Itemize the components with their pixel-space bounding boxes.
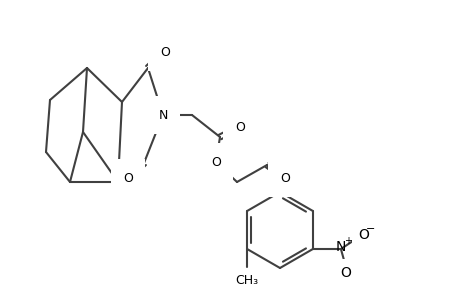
Text: −: − bbox=[365, 224, 375, 234]
Text: O: O bbox=[211, 155, 220, 169]
Text: O: O bbox=[160, 46, 169, 59]
Text: N: N bbox=[158, 109, 168, 122]
Text: O: O bbox=[235, 121, 244, 134]
Text: O: O bbox=[340, 266, 351, 280]
Text: CH₃: CH₃ bbox=[235, 274, 258, 287]
Text: O: O bbox=[280, 172, 289, 184]
Text: +: + bbox=[343, 236, 351, 246]
Text: N: N bbox=[335, 240, 345, 254]
Text: O: O bbox=[123, 172, 133, 184]
Text: O: O bbox=[358, 228, 369, 242]
